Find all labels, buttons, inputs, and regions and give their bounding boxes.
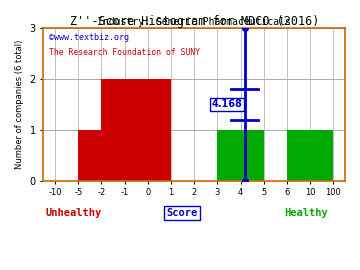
Text: The Research Foundation of SUNY: The Research Foundation of SUNY — [49, 48, 201, 57]
Text: Healthy: Healthy — [284, 208, 328, 218]
Text: Unhealthy: Unhealthy — [45, 208, 102, 218]
Bar — [78, 130, 102, 181]
Y-axis label: Number of companies (6 total): Number of companies (6 total) — [15, 40, 24, 169]
Text: ©www.textbiz.org: ©www.textbiz.org — [49, 33, 130, 42]
Text: Score: Score — [167, 208, 198, 218]
Text: Industry: Generic Pharmaceuticals: Industry: Generic Pharmaceuticals — [97, 17, 291, 27]
Bar — [287, 130, 333, 181]
Bar — [102, 79, 171, 181]
Title: Z''-Score Histogram for MDCO (2016): Z''-Score Histogram for MDCO (2016) — [69, 15, 319, 28]
Text: 4.168: 4.168 — [212, 99, 243, 109]
Bar — [217, 130, 264, 181]
